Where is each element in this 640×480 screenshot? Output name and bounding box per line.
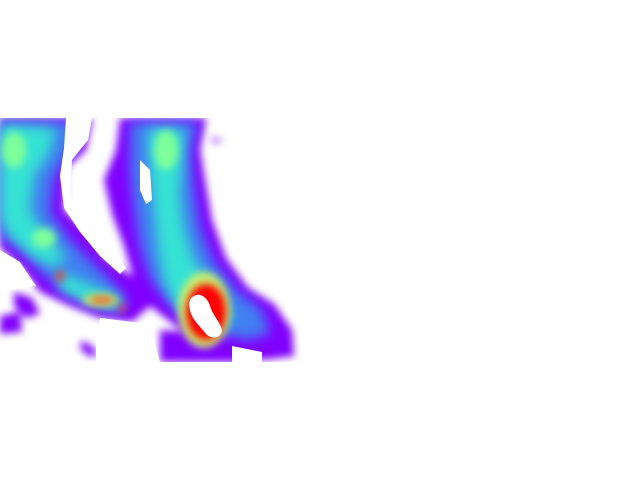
- heat-hot-ridge: [90, 297, 114, 303]
- empty-regions: [0, 118, 262, 362]
- heat-green-middle-top: [154, 130, 178, 170]
- heat-peak: [189, 294, 222, 338]
- heat-hot-spot-a: [56, 271, 64, 281]
- heat-cyan-middle: [148, 128, 232, 330]
- heat-green-top-left: [2, 132, 26, 168]
- heat-region-blob-d: [212, 138, 222, 142]
- heat-region-blob-a: [0, 312, 22, 334]
- heat-hot-spot-b: [119, 304, 125, 312]
- heat-region-blob-b: [14, 292, 40, 318]
- empty-gap-left: [60, 118, 126, 274]
- empty-gap-bottom: [96, 318, 160, 362]
- heat-region-blob-c: [80, 340, 98, 356]
- heat-green-left-mid: [32, 228, 56, 248]
- empty-gap-right-bottom: [232, 346, 262, 362]
- empty-gap-middle: [140, 160, 152, 204]
- empty-gap-bottom-left: [0, 250, 36, 290]
